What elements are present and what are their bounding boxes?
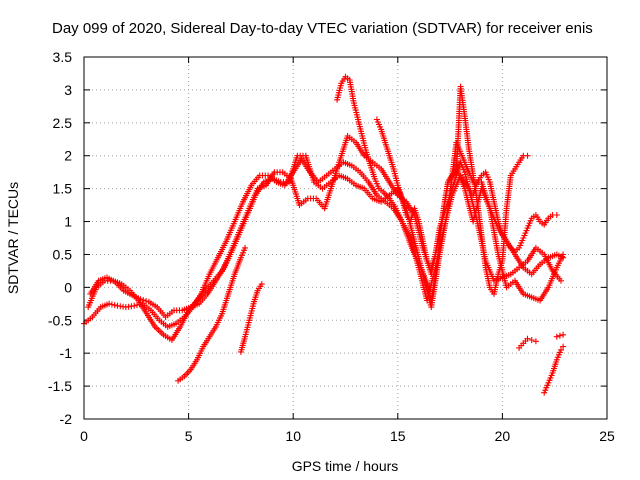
data-point-marker	[134, 302, 140, 309]
axis-tick-labels: 0 5 10 15 20 25 -2 -1.5 -1 -0.5 0 0.5 1 1.5 2 2.5 3 3.5	[48, 49, 615, 444]
data-point-marker	[560, 343, 567, 350]
y-tick-label: -1.5	[48, 378, 72, 394]
data-point-marker	[553, 212, 560, 218]
y-tick-label: 0.5	[53, 246, 73, 262]
data-point-marker	[258, 281, 265, 288]
y-tick-label: 1.5	[53, 181, 73, 197]
data-point-marker	[558, 277, 564, 284]
x-axis-label: GPS time / hours	[292, 458, 399, 474]
data-point-marker	[108, 301, 115, 308]
y-axis-label: SDTVAR / TECUs	[5, 182, 21, 294]
x-tick-label: 15	[390, 428, 406, 444]
x-tick-label: 20	[495, 428, 511, 444]
data-point-marker	[560, 251, 567, 258]
data-point-marker	[556, 332, 563, 339]
data-point-marker	[528, 337, 535, 343]
x-tick-label: 5	[185, 428, 193, 444]
y-tick-label: 3	[64, 82, 72, 98]
chart-title: Day 099 of 2020, Sidereal Day-to-day VTE…	[52, 20, 593, 37]
data-point-marker	[524, 335, 531, 342]
y-tick-label: 0	[64, 279, 72, 295]
data-point-marker	[242, 244, 249, 251]
data-point-marker	[532, 338, 539, 345]
data-point-marker	[558, 346, 564, 353]
data-point-marker	[111, 302, 118, 309]
data-point-marker	[140, 297, 147, 304]
data-point-marker	[553, 333, 560, 340]
data-point-marker	[524, 152, 531, 159]
data-point-marker	[137, 296, 144, 303]
y-tick-label: 2	[64, 148, 72, 164]
y-tick-label: 1	[64, 214, 72, 230]
y-tick-label: -0.5	[48, 312, 72, 328]
y-tick-label: 3.5	[53, 49, 73, 65]
data-point-marker	[131, 302, 138, 309]
data-point-marker	[560, 331, 567, 338]
x-tick-label: 10	[285, 428, 301, 444]
data-point-marker	[106, 300, 113, 307]
y-tick-label: -2	[60, 411, 73, 427]
data-point-marker	[143, 298, 150, 304]
plot-frame	[83, 56, 608, 420]
y-tick-label: -1	[60, 345, 73, 361]
x-tick-label: 0	[80, 428, 88, 444]
y-tick-label: 2.5	[53, 115, 73, 131]
x-tick-label: 25	[599, 428, 615, 444]
data-points	[81, 73, 567, 396]
